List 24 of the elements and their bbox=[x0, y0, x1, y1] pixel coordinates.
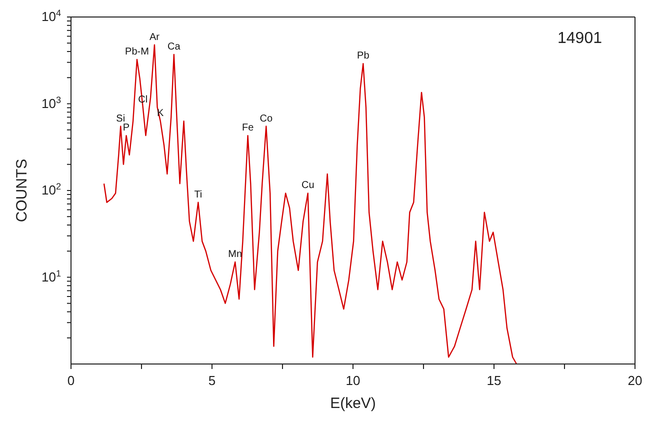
y-tick-label: 10$^{1}$ bbox=[41, 268, 61, 284]
annotation: Ca bbox=[168, 41, 181, 52]
line-series bbox=[103, 44, 518, 364]
x-tick-label: 15 bbox=[486, 373, 502, 388]
x-tick-label: 10 bbox=[346, 373, 360, 388]
y-tick-label: 10$^{4}$ bbox=[41, 8, 61, 24]
x-axis-title: E(keV) bbox=[330, 395, 376, 412]
annotation: P bbox=[122, 122, 130, 134]
y-tick-label: 10$^{3}$ bbox=[41, 94, 61, 111]
annotation: Cu bbox=[301, 180, 314, 192]
annotation: Ar bbox=[149, 32, 160, 43]
annotation: Si bbox=[116, 113, 126, 124]
annotation: Pb bbox=[357, 50, 370, 62]
x-tick-label: 5 bbox=[208, 373, 216, 388]
x-tick-label: 0 bbox=[67, 373, 75, 388]
annotation: Ti bbox=[194, 189, 202, 200]
y-axis-title: COUNTS bbox=[14, 158, 30, 222]
x-tick-label: 20 bbox=[628, 373, 642, 388]
annotation: Co bbox=[260, 113, 273, 124]
annotation: Mn bbox=[228, 248, 242, 260]
annotation: Pb-M bbox=[125, 46, 149, 58]
y-tick-label: 10$^{2}$ bbox=[41, 182, 61, 198]
annotation: 14901 bbox=[558, 30, 602, 48]
annotation: Fe bbox=[242, 122, 254, 134]
